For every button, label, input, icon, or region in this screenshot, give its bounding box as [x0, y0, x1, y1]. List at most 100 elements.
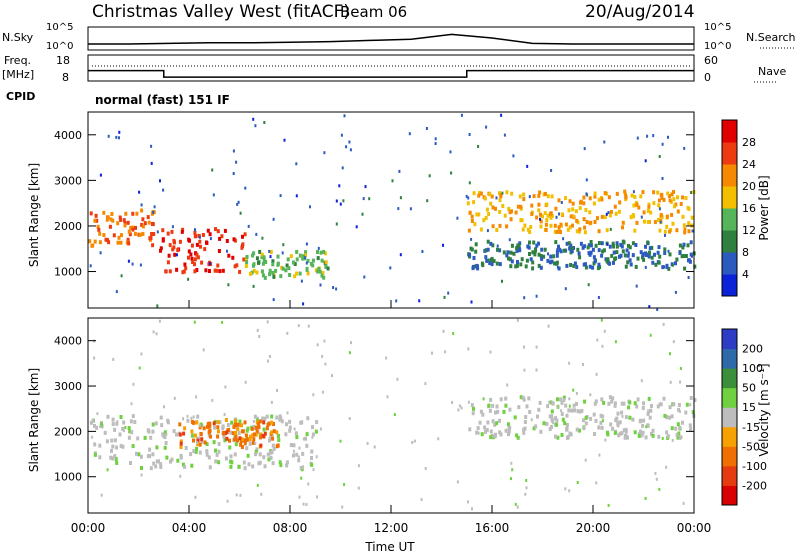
velocity-cell [566, 434, 570, 439]
power-noise-cell [442, 243, 444, 247]
power-cell [644, 251, 648, 256]
power-noise-cell [528, 195, 531, 199]
power-noise-cell [235, 160, 238, 164]
power-cell [111, 218, 115, 223]
velocity-noise-cell [339, 439, 342, 443]
power-cell [181, 270, 185, 275]
power-cell [517, 243, 521, 248]
velocity-cell [488, 408, 492, 413]
power-noise-cell [556, 265, 559, 269]
power-cell [652, 201, 656, 206]
power-cell [494, 206, 497, 211]
velocity-cell [121, 444, 125, 449]
velocity-cell [172, 429, 176, 434]
power-noise-cell [107, 134, 110, 138]
power-cell [530, 203, 534, 208]
velocity-noise-cell [452, 332, 455, 335]
power-cell [320, 258, 324, 263]
velocity-noise-cell [523, 368, 526, 372]
velocity-noise-cell [640, 379, 643, 383]
velocity-noise-cell [93, 356, 96, 360]
power-cell [191, 260, 195, 264]
power-cell [242, 257, 246, 262]
power-cell [151, 243, 155, 248]
velocity-cell [689, 427, 693, 432]
velocity-cell [240, 429, 244, 434]
velocity-noise-cell [607, 503, 610, 507]
velocity-cell [164, 441, 168, 445]
power-noise-cell [636, 136, 639, 140]
power-cell [646, 220, 650, 224]
velocity-cell [221, 426, 225, 431]
power-cell [537, 208, 541, 213]
power-cell [546, 258, 550, 263]
power-cell [528, 252, 531, 256]
velocity-noise-cell [373, 445, 376, 449]
power-cell [647, 202, 651, 207]
power-cell [200, 260, 204, 265]
power-cell [608, 261, 611, 266]
power-cell [604, 257, 608, 262]
power-cell [483, 196, 487, 201]
velocity-cell [89, 420, 93, 425]
velocity-cell [468, 427, 472, 432]
velocity-noise-cell [319, 427, 322, 431]
velocity-cell [133, 420, 137, 424]
velocity-noise-cell [124, 426, 127, 429]
power-cell [612, 244, 616, 249]
power-noise-cell [397, 207, 400, 211]
velocity-noise-cell [386, 395, 389, 399]
power-cell [647, 204, 651, 209]
power-cell [650, 255, 654, 260]
power-cell [318, 269, 322, 274]
colorbar-swatch [722, 186, 737, 209]
beam-label: Beam 06 [340, 3, 407, 21]
power-noise-cell [597, 296, 600, 299]
power-cell [586, 245, 590, 250]
velocity-noise-cell [467, 400, 470, 404]
power-cell [653, 220, 657, 225]
velocity-cell [285, 463, 289, 468]
power-cell [534, 248, 538, 253]
velocity-cell [277, 433, 280, 438]
velocity-noise-cell [252, 420, 255, 423]
power-cell [646, 240, 650, 245]
velocity-cell [270, 420, 274, 425]
velocity-cell [228, 438, 231, 443]
power-cell [615, 244, 619, 249]
power-cell [532, 194, 536, 199]
velocity-cell [224, 418, 228, 422]
power-cell [567, 208, 571, 213]
power-cell [175, 267, 179, 272]
power-cell [189, 252, 193, 257]
velocity-cell [489, 397, 493, 402]
velocity-cell [304, 436, 308, 441]
power-cell [600, 197, 604, 202]
colorbar-tick: -15 [742, 421, 760, 434]
power-cell [578, 206, 582, 211]
power-noise-cell [664, 233, 666, 237]
power-noise-cell [434, 142, 437, 145]
power-cell [260, 269, 264, 274]
power-cell [133, 231, 137, 236]
velocity-noise-cell [270, 400, 273, 404]
power-cell [568, 199, 572, 204]
power-cell [567, 241, 571, 246]
power-noise-cell [150, 144, 153, 148]
velocity-cell [499, 397, 503, 402]
power-cell [600, 214, 604, 219]
power-noise-cell [335, 222, 338, 226]
power-cell [594, 243, 598, 248]
velocity-cell [551, 418, 555, 423]
power-cell [512, 251, 516, 256]
power-noise-cell [171, 225, 174, 229]
power-cell [269, 249, 273, 254]
power-cell [667, 266, 671, 271]
velocity-noise-cell [596, 338, 599, 342]
power-cell [146, 215, 150, 220]
power-cell [131, 211, 135, 216]
velocity-cell [642, 401, 645, 406]
velocity-cell [248, 441, 252, 446]
velocity-noise-cell [305, 503, 308, 506]
